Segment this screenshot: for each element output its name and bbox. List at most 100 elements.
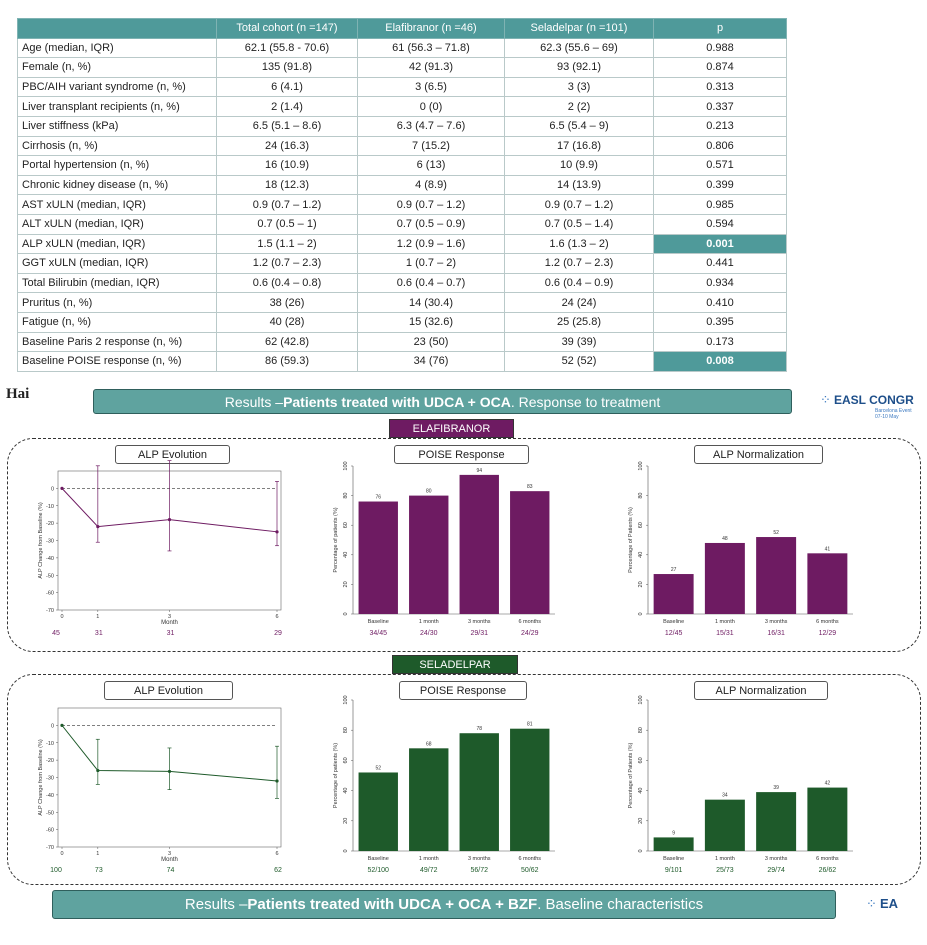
elafibranor-tag: ELAFIBRANOR — [389, 419, 514, 438]
table-cell: 0.571 — [653, 155, 787, 176]
row-label: Total Bilirubin (median, IQR) — [17, 272, 217, 294]
table-cell: 1.2 (0.9 – 1.6) — [357, 233, 505, 255]
easl-logo-text: EA — [879, 896, 899, 911]
table-cell: 38 (26) — [216, 292, 358, 313]
table-cell: 86 (59.3) — [216, 351, 358, 372]
table-cell: 0.988 — [653, 37, 787, 59]
table-cell: 6.5 (5.4 – 9) — [504, 115, 654, 137]
table-cell: 0.874 — [653, 57, 787, 78]
table-cell: 25 (25.8) — [504, 311, 654, 333]
row-label: Baseline Paris 2 response (n, %) — [17, 331, 217, 353]
table-cell: 0.213 — [653, 115, 787, 137]
table-row: Liver stiffness (kPa) 6.5 (5.1 – 8.6) 6.3 … — [17, 115, 787, 137]
row-label: ALP xULN (median, IQR) — [17, 233, 217, 255]
banner-prefix: Results – — [224, 393, 284, 410]
author-label: Hai — [6, 386, 30, 402]
table-cell: 14 (30.4) — [357, 292, 505, 313]
table-cell: 3 (3) — [504, 76, 654, 98]
easl-logo-small: ⁘ EA — [866, 896, 898, 912]
seladelpar-panel — [7, 674, 921, 885]
table-cell: 15 (32.6) — [357, 311, 505, 333]
table-cell: 0.410 — [653, 292, 787, 313]
table-cell: 0.7 (0.5 – 0.9) — [357, 213, 505, 235]
row-label: Liver transplant recipients (n, %) — [17, 96, 217, 117]
table-row: ALP xULN (median, IQR) 1.5 (1.1 – 2) 1.2 (… — [17, 233, 787, 255]
banner-prefix: Results – — [184, 896, 248, 913]
table-cell: 0.7 (0.5 – 1) — [216, 213, 358, 235]
table-cell: 3 (6.5) — [357, 76, 505, 98]
chart-title-ela-alp-evolution: ALP Evolution — [115, 445, 230, 464]
banner-bold: Patients treated with UDCA + OCA — [283, 393, 511, 410]
table-row: Age (median, IQR) 62.1 (55.8 - 70.6) 61 (5… — [17, 37, 787, 59]
table-cell: 0.9 (0.7 – 1.2) — [357, 194, 505, 215]
table-cell: 1.6 (1.3 – 2) — [504, 233, 654, 255]
table-cell: 16 (10.9) — [216, 155, 358, 176]
table-header-row: Total cohort (n =147) Elafibranor (n =46)… — [17, 18, 787, 39]
table-cell: 0.806 — [653, 135, 787, 157]
easl-logo-icon: ⁘ — [866, 896, 877, 911]
chart-title-sel-alp-norm: ALP Normalization — [694, 681, 828, 700]
row-label: Portal hypertension (n, %) — [17, 155, 217, 176]
table-row: Portal hypertension (n, %) 16 (10.9) 6 (13… — [17, 155, 787, 176]
chart-title-sel-alp-evolution: ALP Evolution — [104, 681, 233, 700]
table-cell: 0 (0) — [357, 96, 505, 117]
table-row: Liver transplant recipients (n, %) 2 (1.4… — [17, 96, 787, 117]
row-label: Cirrhosis (n, %) — [17, 135, 217, 157]
table-cell: 0.6 (0.4 – 0.8) — [216, 272, 358, 294]
chart-title-ela-poise: POISE Response — [394, 445, 529, 464]
row-label: AST xULN (median, IQR) — [17, 194, 217, 215]
table-cell: 0.001 — [653, 233, 787, 255]
table-cell: 0.594 — [653, 213, 787, 235]
easl-logo: ⁘ EASL CONGR Barcelona Event 07-10 May — [820, 392, 914, 420]
table-cell: 93 (92.1) — [504, 57, 654, 78]
banner-suffix: . Baseline characteristics — [537, 896, 704, 913]
table-cell: 0.7 (0.5 – 1.4) — [504, 213, 654, 235]
table-cell: 0.934 — [653, 272, 787, 294]
table-row: Baseline Paris 2 response (n, %) 62 (42.8… — [17, 331, 787, 353]
row-label: GGT xULN (median, IQR) — [17, 253, 217, 274]
table-cell: 0.6 (0.4 – 0.9) — [504, 272, 654, 294]
row-label: Chronic kidney disease (n, %) — [17, 174, 217, 196]
table-cell: 1.2 (0.7 – 2.3) — [504, 253, 654, 274]
table-cell: 0.399 — [653, 174, 787, 196]
table-cell: 1.5 (1.1 – 2) — [216, 233, 358, 255]
table-cell: 6 (13) — [357, 155, 505, 176]
table-row: Total Bilirubin (median, IQR) 0.6 (0.4 – … — [17, 272, 787, 294]
table-cell: 61 (56.3 – 71.8) — [357, 37, 505, 59]
results-banner-bottom: Results – Patients treated with UDCA + O… — [52, 890, 836, 919]
table-cell: 39 (39) — [504, 331, 654, 353]
easl-logo-sub1: Barcelona Event — [875, 408, 912, 414]
table-cell: 23 (50) — [357, 331, 505, 353]
table-row: Pruritus (n, %) 38 (26) 14 (30.4) 24 (24) 0.… — [17, 292, 787, 313]
banner-suffix: . Response to treatment — [510, 393, 661, 410]
table-cell: 0.985 — [653, 194, 787, 215]
table-header-cell: Elafibranor (n =46) — [357, 18, 505, 39]
elafibranor-panel — [7, 438, 921, 652]
row-label: Female (n, %) — [17, 57, 217, 78]
row-label: Fatigue (n, %) — [17, 311, 217, 333]
table-cell: 0.008 — [653, 351, 787, 372]
table-cell: 1 (0.7 – 2) — [357, 253, 505, 274]
table-cell: 42 (91.3) — [357, 57, 505, 78]
table-header-cell: p — [653, 18, 787, 39]
table-cell: 34 (76) — [357, 351, 505, 372]
table-row: Chronic kidney disease (n, %) 18 (12.3) 4 … — [17, 174, 787, 196]
easl-logo-sub2: 07-10 May — [875, 414, 899, 420]
table-cell: 18 (12.3) — [216, 174, 358, 196]
row-label: Pruritus (n, %) — [17, 292, 217, 313]
seladelpar-tag: SELADELPAR — [392, 655, 518, 674]
table-cell: 0.441 — [653, 253, 787, 274]
table-cell: 0.9 (0.7 – 1.2) — [216, 194, 358, 215]
results-banner-top: Results – Patients treated with UDCA + O… — [93, 389, 792, 414]
table-cell: 7 (15.2) — [357, 135, 505, 157]
table-row: Cirrhosis (n, %) 24 (16.3) 7 (15.2) 17 (16.… — [17, 135, 787, 157]
table-cell: 10 (9.9) — [504, 155, 654, 176]
table-cell: 135 (91.8) — [216, 57, 358, 78]
baseline-characteristics-table: Total cohort (n =147) Elafibranor (n =46)… — [17, 18, 787, 372]
table-header-cell: Seladelpar (n =101) — [504, 18, 654, 39]
table-cell: 2 (1.4) — [216, 96, 358, 117]
row-label: Liver stiffness (kPa) — [17, 115, 217, 137]
row-label: PBC/AIH variant syndrome (n, %) — [17, 76, 217, 98]
easl-logo-text: EASL CONGR — [833, 393, 914, 407]
table-cell: 14 (13.9) — [504, 174, 654, 196]
